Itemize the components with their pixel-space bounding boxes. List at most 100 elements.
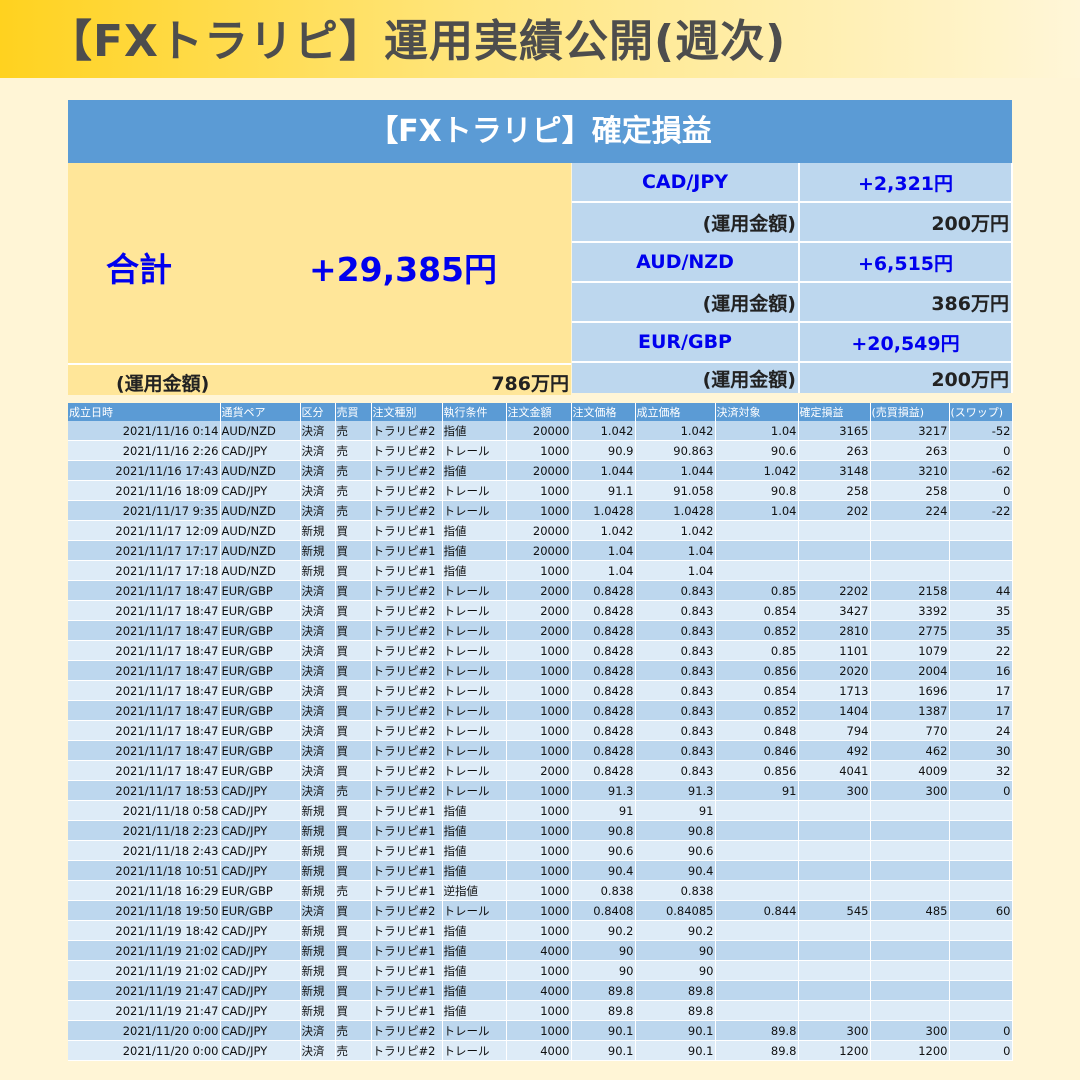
cell-currency-pair: EUR/GBP: [220, 720, 301, 741]
cell-currency-pair: EUR/GBP: [220, 880, 301, 901]
title-banner: [0, 0, 1080, 78]
cell-swap: [949, 880, 1013, 901]
cell-order-kind: トラリピ#2: [371, 480, 443, 501]
total-label: 合計: [106, 250, 172, 289]
cell-side: 買: [335, 640, 372, 661]
cell-currency-pair: CAD/JPY: [220, 940, 301, 961]
cell-order-price: 90: [571, 960, 636, 981]
profit-summary: 合計 +29,385円 (運用金額) 786万円 CAD/JPY +2,321円…: [68, 163, 1013, 395]
cell-settlement-target: [715, 960, 799, 981]
cell-trade-type: 決済: [300, 1020, 336, 1041]
cell-trade-datetime: 2021/11/18 2:43: [68, 840, 221, 861]
col-header-side: 売買: [335, 403, 372, 421]
table-row: 2021/11/16 18:09 CAD/JPY 決済売トラリピ#2 トレール 1000…: [68, 480, 1013, 501]
pair-amount-value: 386万円: [799, 282, 1013, 323]
cell-trade-type: 新規: [300, 920, 336, 941]
cell-realized-profit: [798, 1000, 871, 1021]
cell-realized-profit: [798, 520, 871, 541]
cell-trade-type: 決済: [300, 460, 336, 481]
cell-order-amount: 1000: [506, 860, 572, 881]
table-row: 2021/11/19 21:02 CAD/JPY 新規買トラリピ#1 指値 1000 90…: [68, 960, 1013, 981]
cell-trade-type: 新規: [300, 860, 336, 881]
cell-order-price: 1.042: [571, 421, 636, 441]
cell-fill-price: 90.8: [635, 820, 716, 841]
cell-settlement-target: 0.856: [715, 760, 799, 781]
cell-trade-type: 決済: [300, 1040, 336, 1061]
cell-trade-datetime: 2021/11/17 18:47: [68, 620, 221, 641]
cell-side: 買: [335, 680, 372, 701]
cell-side: 売: [335, 500, 372, 521]
table-row: 2021/11/19 21:47 CAD/JPY 新規買トラリピ#1 指値 4000 89…: [68, 980, 1013, 1001]
cell-order-price: 0.8428: [571, 600, 636, 621]
col-header-realized-profit: 確定損益: [798, 403, 871, 421]
cell-order-kind: トラリピ#2: [371, 1040, 443, 1061]
cell-order-amount: 1000: [506, 480, 572, 501]
cell-swap: 17: [949, 680, 1013, 701]
cell-trade-datetime: 2021/11/17 18:47: [68, 680, 221, 701]
cell-fill-price: 0.84085: [635, 900, 716, 921]
cell-order-amount: 1000: [506, 1000, 572, 1021]
cell-swap: [949, 840, 1013, 861]
cell-order-price: 1.04: [571, 560, 636, 581]
table-row: 2021/11/19 18:42 CAD/JPY 新規買トラリピ#1 指値 1000 90…: [68, 920, 1013, 941]
cell-order-kind: トラリピ#1: [371, 960, 443, 981]
cell-order-amount: 1000: [506, 640, 572, 661]
cell-currency-pair: CAD/JPY: [220, 920, 301, 941]
cell-execution-condition: トレール: [442, 1020, 507, 1041]
cell-realized-profit: [798, 560, 871, 581]
cell-trade-type: 新規: [300, 800, 336, 821]
cell-side: 買: [335, 900, 372, 921]
cell-swap: [949, 520, 1013, 541]
table-header-row: 成立日時 通貨ペア 区分 売買 注文種別 執行条件 注文金額 注文価格 成立価格 決済対象 確定損益…: [68, 403, 1013, 421]
cell-order-kind: トラリピ#1: [371, 860, 443, 881]
cell-execution-condition: 指値: [442, 540, 507, 561]
cell-execution-condition: 指値: [442, 460, 507, 481]
cell-order-amount: 20000: [506, 520, 572, 541]
cell-trading-profit: [870, 540, 950, 561]
cell-order-kind: トラリピ#1: [371, 880, 443, 901]
cell-side: 買: [335, 760, 372, 781]
cell-trade-datetime: 2021/11/16 18:09: [68, 480, 221, 501]
pair-profit: +2,321円: [799, 163, 1013, 203]
cell-settlement-target: 89.8: [715, 1040, 799, 1061]
table-row: 2021/11/17 18:47 EUR/GBP 決済買トラリピ#2 トレール 2000…: [68, 600, 1013, 621]
cell-order-kind: トラリピ#1: [371, 980, 443, 1001]
cell-fill-price: 1.04: [635, 560, 716, 581]
cell-order-amount: 1000: [506, 1020, 572, 1041]
cell-settlement-target: [715, 800, 799, 821]
cell-trading-profit: 3210: [870, 460, 950, 481]
cell-settlement-target: 0.854: [715, 680, 799, 701]
cell-side: 売: [335, 460, 372, 481]
cell-realized-profit: 1404: [798, 700, 871, 721]
cell-settlement-target: [715, 1000, 799, 1021]
cell-realized-profit: [798, 820, 871, 841]
cell-order-price: 90.1: [571, 1040, 636, 1061]
cell-trade-datetime: 2021/11/17 12:09: [68, 520, 221, 541]
cell-execution-condition: 逆指値: [442, 880, 507, 901]
cell-trading-profit: 2158: [870, 580, 950, 601]
cell-swap: 30: [949, 740, 1013, 761]
cell-execution-condition: 指値: [442, 1000, 507, 1021]
cell-trade-type: 新規: [300, 960, 336, 981]
cell-side: 買: [335, 720, 372, 741]
cell-realized-profit: [798, 800, 871, 821]
table-row: 2021/11/17 18:47 EUR/GBP 決済買トラリピ#2 トレール 1000…: [68, 740, 1013, 761]
cell-trade-datetime: 2021/11/17 18:47: [68, 640, 221, 661]
cell-realized-profit: 3427: [798, 600, 871, 621]
pair-row: AUD/NZD +6,515円: [572, 242, 1013, 283]
table-row: 2021/11/17 9:35 AUD/NZD 決済売トラリピ#2 トレール 1000 1…: [68, 500, 1013, 521]
cell-order-price: 91: [571, 800, 636, 821]
cell-settlement-target: 91: [715, 780, 799, 801]
cell-fill-price: 1.042: [635, 421, 716, 441]
cell-order-price: 90.6: [571, 840, 636, 861]
cell-trading-profit: 1387: [870, 700, 950, 721]
cell-order-amount: 1000: [506, 720, 572, 741]
cell-order-price: 0.8428: [571, 680, 636, 701]
pair-amount-label: (運用金額): [572, 202, 800, 243]
cell-settlement-target: 0.856: [715, 660, 799, 681]
cell-order-amount: 1000: [506, 440, 572, 461]
cell-order-amount: 20000: [506, 421, 572, 441]
pair-amount-row: (運用金額) 200万円: [572, 362, 1013, 393]
cell-execution-condition: 指値: [442, 960, 507, 981]
table-row: 2021/11/17 17:17 AUD/NZD 新規買トラリピ#1 指値 20000 1…: [68, 540, 1013, 561]
